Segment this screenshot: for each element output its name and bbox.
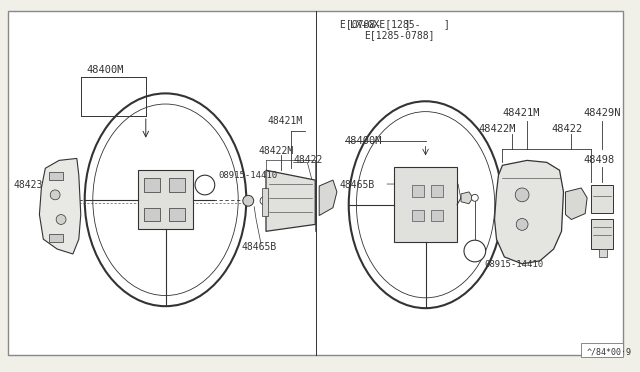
Text: 48400M: 48400M [86, 65, 124, 75]
Circle shape [472, 195, 478, 201]
Bar [170, 208, 185, 221]
Text: 48429N: 48429N [583, 108, 621, 118]
Bar [412, 210, 424, 221]
Bar [599, 249, 607, 257]
Text: E[1285-0788]: E[1285-0788] [365, 30, 435, 40]
Circle shape [195, 175, 215, 195]
FancyBboxPatch shape [394, 167, 457, 242]
Circle shape [51, 190, 60, 200]
Text: LX+GXE[1285-    ]: LX+GXE[1285- ] [349, 19, 449, 29]
Bar [412, 185, 424, 197]
Polygon shape [40, 158, 81, 254]
Text: 08915-14410: 08915-14410 [219, 171, 278, 180]
Bar [431, 185, 444, 197]
Text: 48422M: 48422M [258, 145, 293, 155]
Text: 48465B: 48465B [340, 180, 375, 190]
Ellipse shape [349, 101, 502, 308]
Polygon shape [461, 192, 473, 204]
Circle shape [464, 240, 486, 262]
Text: 48400M: 48400M [345, 136, 382, 146]
Text: 48423: 48423 [14, 180, 43, 190]
Text: W: W [472, 247, 477, 256]
Polygon shape [319, 180, 337, 215]
Text: 48422M: 48422M [479, 124, 516, 134]
Circle shape [515, 188, 529, 202]
Bar [170, 178, 185, 192]
Bar [49, 172, 63, 180]
Bar [49, 234, 63, 242]
Text: 08915-14410: 08915-14410 [484, 260, 544, 269]
Text: 48422: 48422 [294, 155, 323, 166]
Bar [591, 219, 612, 249]
Text: E[0788-    ]: E[0788- ] [340, 19, 410, 29]
Bar [262, 188, 268, 215]
Circle shape [260, 197, 268, 205]
Text: 48421M: 48421M [502, 108, 540, 118]
Polygon shape [566, 188, 587, 219]
Text: 48498: 48498 [583, 155, 614, 166]
Bar [591, 185, 612, 213]
Ellipse shape [84, 93, 246, 306]
Bar [144, 178, 159, 192]
Text: ^/84*00·9: ^/84*00·9 [587, 347, 632, 356]
Polygon shape [495, 160, 563, 264]
Text: 48421M: 48421M [268, 116, 303, 126]
Bar [581, 343, 623, 357]
Circle shape [516, 218, 528, 230]
Text: W: W [203, 180, 207, 189]
Bar [431, 210, 444, 221]
FancyBboxPatch shape [138, 170, 193, 230]
Circle shape [56, 215, 66, 224]
Polygon shape [266, 170, 316, 231]
Text: 48465B: 48465B [241, 242, 276, 252]
Bar [144, 208, 159, 221]
Text: 48422: 48422 [552, 124, 583, 134]
Circle shape [243, 195, 253, 206]
